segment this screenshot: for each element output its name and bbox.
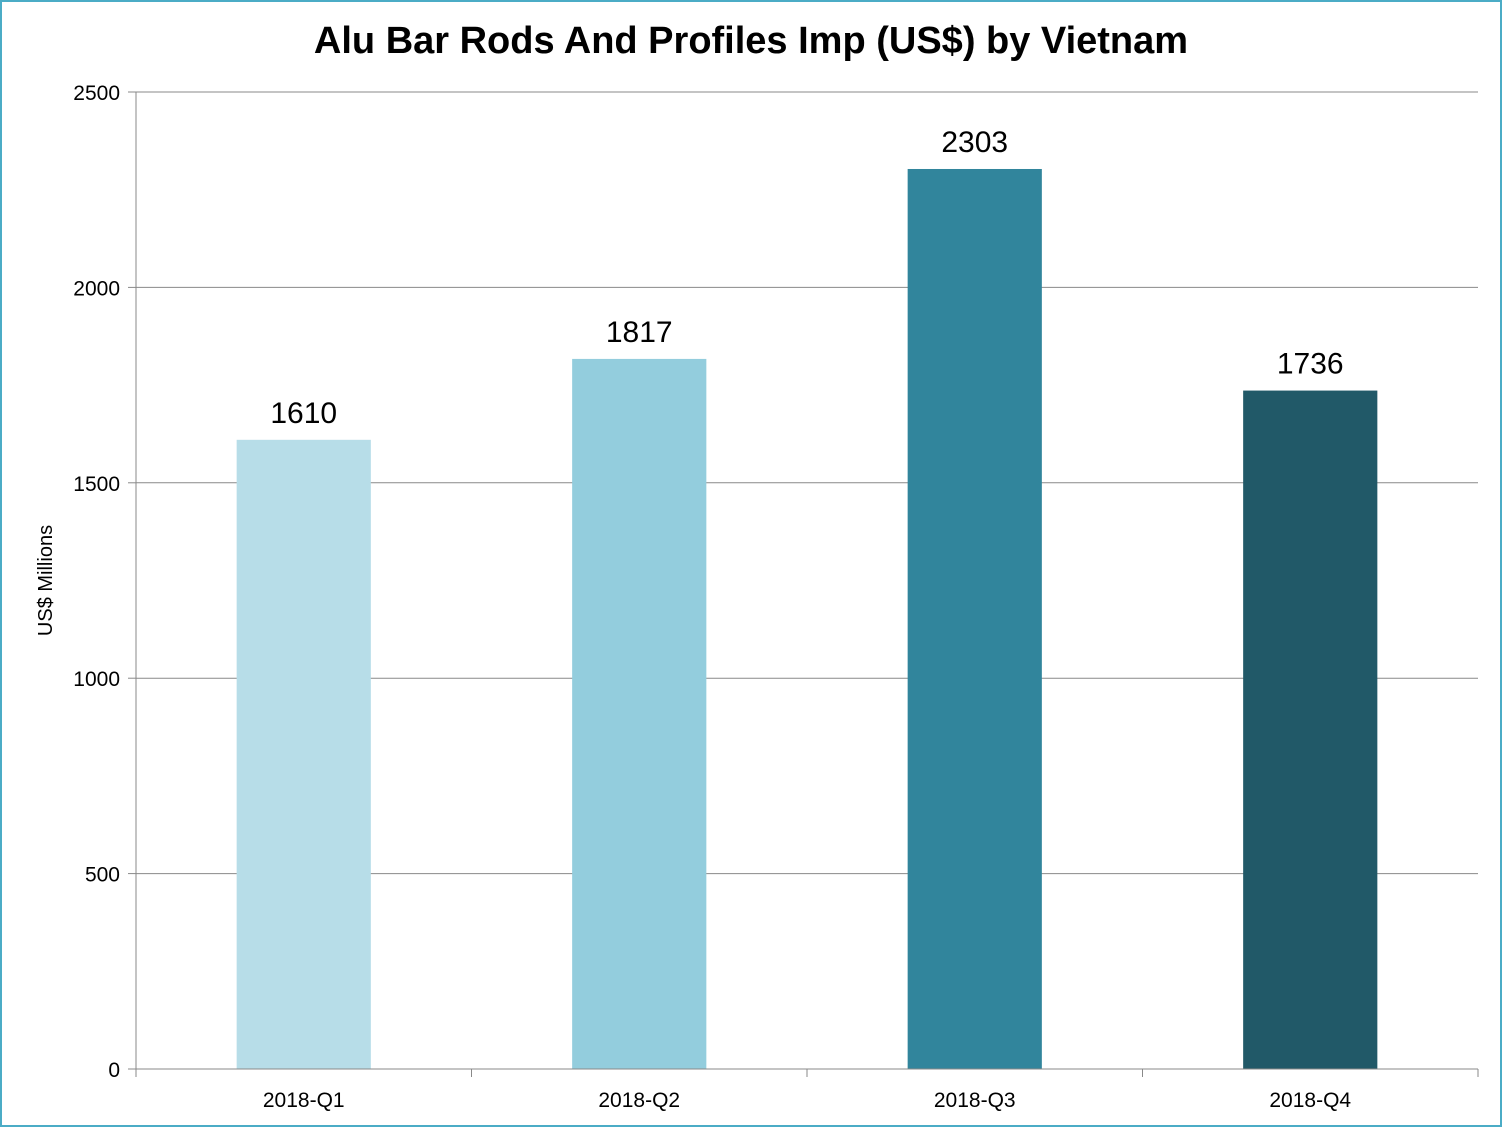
y-tick-label: 1000	[73, 668, 120, 691]
x-tick-label: 2018-Q1	[263, 1089, 345, 1112]
bar-2018-q4	[1243, 390, 1378, 1070]
data-label: 1817	[606, 316, 673, 349]
axes	[128, 91, 1479, 1077]
x-tick-label: 2018-Q3	[934, 1089, 1016, 1112]
data-label: 1610	[270, 397, 337, 430]
bar-2018-q3	[907, 168, 1042, 1069]
y-tick-label: 500	[85, 864, 120, 887]
bars	[236, 168, 1378, 1070]
y-tick-label: 2000	[73, 277, 120, 300]
bar-2018-q2	[572, 358, 707, 1070]
bar-2018-q1	[236, 439, 371, 1069]
chart-title: Alu Bar Rods And Profiles Imp (US$) by V…	[313, 20, 1189, 62]
data-label: 2303	[941, 126, 1008, 159]
data-label: 1736	[1277, 348, 1344, 381]
y-tick-label: 0	[108, 1059, 120, 1082]
x-tick-label: 2018-Q4	[1269, 1089, 1351, 1112]
x-tick-label: 2018-Q2	[598, 1089, 680, 1112]
y-tick-label: 2500	[73, 82, 120, 105]
y-tick-label: 1500	[73, 473, 120, 496]
y-axis-title: US$ Millions	[35, 525, 57, 636]
labels: 0 500 1000 1500 2000 2500 1610 2018-Q1 1817 2018-…	[73, 82, 1351, 1112]
